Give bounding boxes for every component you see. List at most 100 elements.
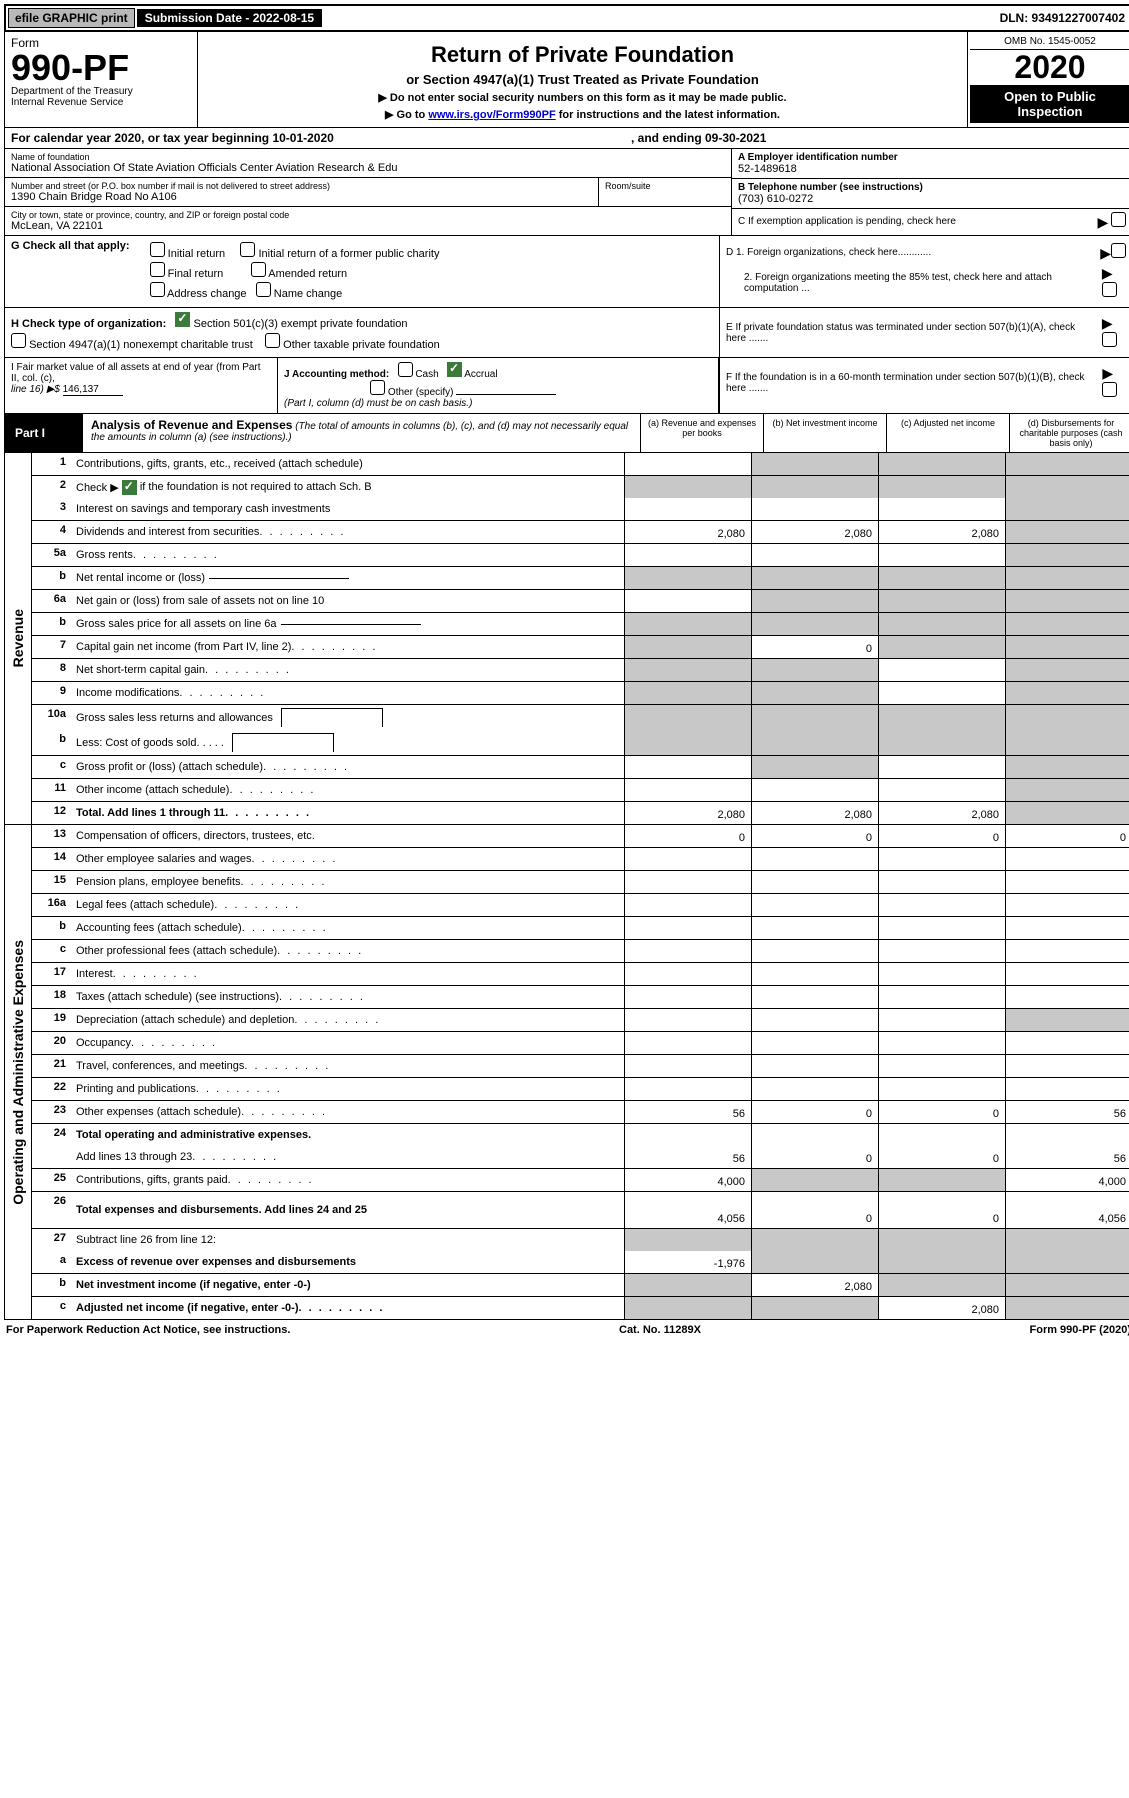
j-label: J Accounting method: (284, 369, 389, 380)
line-5b: Net rental income or (loss) (72, 567, 624, 589)
col-j: J Accounting method: Cash Accrual Other … (278, 358, 719, 413)
line-23: Other expenses (attach schedule) (72, 1101, 624, 1123)
line-5a: Gross rents (72, 544, 624, 566)
room-suite: Room/suite (598, 178, 731, 206)
entity-info: Name of foundation National Association … (4, 149, 1129, 236)
line-27a: Excess of revenue over expenses and disb… (72, 1251, 624, 1273)
line-7: Capital gain net income (from Part IV, l… (72, 636, 624, 658)
revenue-section: Revenue 1Contributions, gifts, grants, e… (4, 453, 1129, 825)
form-title: Return of Private Foundation (204, 42, 961, 68)
l26-c: 0 (878, 1192, 1005, 1228)
name-label: Name of foundation (11, 152, 725, 162)
e-label: E If private foundation status was termi… (726, 322, 1096, 344)
l24-d: 56 (1005, 1146, 1129, 1168)
g-addr-checkbox[interactable] (150, 282, 165, 297)
arrow-icon: ▶ (1102, 265, 1113, 281)
arrow-icon: ▶ (1100, 245, 1111, 261)
l23-d: 56 (1005, 1101, 1129, 1123)
street-address: 1390 Chain Bridge Road No A106 (11, 191, 592, 203)
l24-b: 0 (751, 1146, 878, 1168)
line-1: Contributions, gifts, grants, etc., rece… (72, 453, 624, 475)
l25-d: 4,000 (1005, 1169, 1129, 1191)
phone-cell: B Telephone number (see instructions) (7… (732, 179, 1129, 209)
l26-a: 4,056 (624, 1192, 751, 1228)
instr-pre: ▶ Go to (385, 109, 428, 121)
h-4947-checkbox[interactable] (11, 333, 26, 348)
g-amended-checkbox[interactable] (251, 262, 266, 277)
l12-c: 2,080 (878, 802, 1005, 824)
d1-checkbox[interactable] (1111, 243, 1126, 258)
line-12: Total. Add lines 1 through 11 (72, 802, 624, 824)
line-27b: Net investment income (if negative, ente… (72, 1274, 624, 1296)
line-24: Total operating and administrative expen… (72, 1124, 624, 1146)
col-b-header: (b) Net investment income (763, 414, 886, 452)
line-3: Interest on savings and temporary cash i… (72, 498, 624, 520)
l13-b: 0 (751, 825, 878, 847)
j-accrual-checkbox[interactable] (447, 362, 462, 377)
line-27: Subtract line 26 from line 12: (72, 1229, 624, 1251)
line-26: Total expenses and disbursements. Add li… (72, 1192, 624, 1228)
h-4947-label: Section 4947(a)(1) nonexempt charitable … (29, 339, 253, 351)
h-other-checkbox[interactable] (265, 333, 280, 348)
line-9: Income modifications (72, 682, 624, 704)
g-final-checkbox[interactable] (150, 262, 165, 277)
g-label: G Check all that apply: (11, 240, 130, 252)
d2-checkbox[interactable] (1102, 282, 1117, 297)
dln: DLN: 93491227007402 (994, 9, 1129, 27)
city-cell: City or town, state or province, country… (5, 207, 731, 235)
l4-a: 2,080 (624, 521, 751, 543)
footer-form-id: Form 990-PF (2020) (1030, 1324, 1129, 1336)
d2-label: 2. Foreign organizations meeting the 85%… (726, 272, 1096, 294)
ein-label: A Employer identification number (738, 152, 1126, 163)
efile-print-button[interactable]: efile GRAPHIC print (8, 8, 135, 28)
form-number: 990-PF (11, 50, 191, 86)
f-checkbox[interactable] (1102, 382, 1117, 397)
line-16b: Accounting fees (attach schedule) (72, 917, 624, 939)
irs-link[interactable]: www.irs.gov/Form990PF (428, 109, 555, 121)
j-note: (Part I, column (d) must be on cash basi… (284, 398, 472, 409)
line-25: Contributions, gifts, grants paid (72, 1169, 624, 1191)
form-header: Form 990-PF Department of the Treasury I… (4, 32, 1129, 128)
col-c-header: (c) Adjusted net income (886, 414, 1009, 452)
line-27c: Adjusted net income (if negative, enter … (72, 1297, 624, 1319)
arrow-icon: ▶ (1102, 315, 1113, 331)
line-11: Other income (attach schedule) (72, 779, 624, 801)
e-checkbox[interactable] (1102, 332, 1117, 347)
l23-b: 0 (751, 1101, 878, 1123)
calendar-year-row: For calendar year 2020, or tax year begi… (4, 128, 1129, 149)
g-name-checkbox[interactable] (256, 282, 271, 297)
part1-title: Analysis of Revenue and Expenses (91, 418, 292, 432)
part1-label: Part I (5, 414, 83, 452)
l13-c: 0 (878, 825, 1005, 847)
line-10b: Less: Cost of goods sold . . . . . (72, 730, 624, 755)
g-addr-label: Address change (167, 288, 247, 300)
city-label: City or town, state or province, country… (11, 210, 725, 220)
g-initial-checkbox[interactable] (150, 242, 165, 257)
g-initial-former-checkbox[interactable] (240, 242, 255, 257)
j-other-checkbox[interactable] (370, 380, 385, 395)
g-initial-label: Initial return (168, 248, 225, 260)
line-14: Other employee salaries and wages (72, 848, 624, 870)
dept-treasury: Department of the Treasury (11, 86, 191, 97)
tax-year-end: , and ending 09-30-2021 (631, 131, 766, 145)
i-line-label: line 16) ▶$ (11, 384, 63, 395)
col-a-header: (a) Revenue and expenses per books (640, 414, 763, 452)
line-24b: Add lines 13 through 23 (72, 1146, 624, 1168)
j-cash-checkbox[interactable] (398, 362, 413, 377)
g-final-label: Final return (168, 268, 224, 280)
c-checkbox[interactable] (1111, 212, 1126, 227)
row-ijf: I Fair market value of all assets at end… (4, 358, 1129, 414)
checkbox-section-g: G Check all that apply: Initial return I… (4, 236, 1129, 308)
line-4: Dividends and interest from securities (72, 521, 624, 543)
l12-a: 2,080 (624, 802, 751, 824)
top-bar: efile GRAPHIC print Submission Date - 20… (4, 4, 1129, 32)
irs-label: Internal Revenue Service (11, 97, 191, 108)
arrow-icon: ▶ (1097, 214, 1108, 230)
i-label: I Fair market value of all assets at end… (11, 362, 261, 384)
h-501c3-checkbox[interactable] (175, 312, 190, 327)
instr-ssn: ▶ Do not enter social security numbers o… (204, 91, 961, 104)
col-i: I Fair market value of all assets at end… (5, 358, 278, 413)
l2-checkbox[interactable] (122, 480, 137, 495)
l26-d: 4,056 (1005, 1192, 1129, 1228)
expense-section: Operating and Administrative Expenses 13… (4, 825, 1129, 1320)
